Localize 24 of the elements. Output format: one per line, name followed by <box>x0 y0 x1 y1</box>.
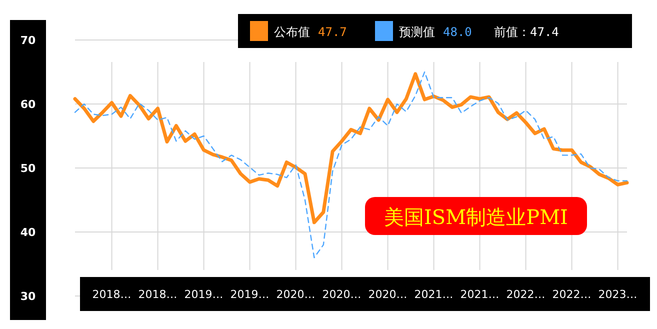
text: 美国ISM制造业PMI <box>384 205 568 229</box>
x-tick-label: 2020… <box>322 288 362 301</box>
x-tick-label: 2019… <box>184 288 224 301</box>
text: 48.0 <box>443 25 472 39</box>
text: 47.7 <box>318 25 347 39</box>
legend-label: 预测值 <box>399 25 435 39</box>
y-tick-label: 30 <box>20 290 36 303</box>
x-tick-label: 2023… <box>598 288 638 301</box>
x-tick-label: 2020… <box>276 288 316 301</box>
x-tick-label: 2022… <box>506 288 546 301</box>
x-tick-label: 2020… <box>368 288 408 301</box>
y-tick-label: 50 <box>20 162 36 175</box>
x-tick-label: 2022… <box>552 288 592 301</box>
x-tick-label: 2018… <box>138 288 178 301</box>
x-tick-label: 2019… <box>230 288 270 301</box>
y-tick-label: 60 <box>20 98 36 111</box>
y-tick-label: 70 <box>20 34 36 47</box>
x-tick-label: 2021… <box>414 288 454 301</box>
legend-label: 公布值 <box>274 25 310 39</box>
x-tick-label: 2021… <box>460 288 500 301</box>
y-tick-label: 40 <box>20 226 36 239</box>
line-series <box>74 71 628 258</box>
text: 前值：47.4 <box>494 25 559 39</box>
x-tick-label: 2018… <box>92 288 132 301</box>
